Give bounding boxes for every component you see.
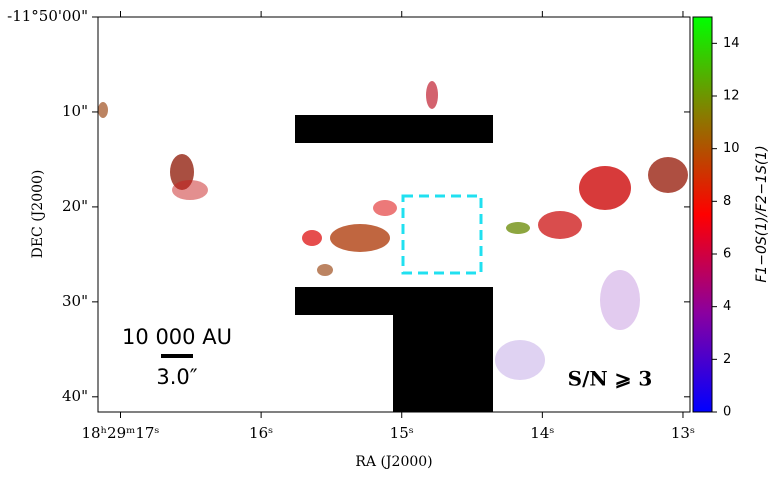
y-tick-label: 20" <box>62 197 88 215</box>
x-tick-label: 16ˢ <box>249 424 273 442</box>
colorbar-tick-label: 14 <box>723 36 740 51</box>
emission <box>98 81 688 380</box>
colorbar-tick-label: 10 <box>723 141 740 156</box>
mask <box>295 115 493 412</box>
colorbar-tick-label: 4 <box>723 299 731 314</box>
region-box <box>401 194 483 275</box>
y-axis-label: DEC (J2000) <box>30 170 46 259</box>
colorbar-label: F1−0S(1)/F2−1S(1) <box>754 145 770 282</box>
x-tick-label: 15ˢ <box>390 424 414 442</box>
scale-angle: 3.0″ <box>156 365 197 389</box>
colorbar <box>692 16 713 413</box>
x-tick-label: 18ʰ29ᵐ17ˢ <box>81 424 159 442</box>
y-tick-label: 40" <box>62 387 88 405</box>
colorbar-tick-label: 6 <box>723 247 731 262</box>
x-tick-label: 14ˢ <box>530 424 554 442</box>
colorbar-tick-label: 8 <box>723 194 731 209</box>
y-tick-label: 30" <box>62 292 88 310</box>
colorbar-tick-label: 0 <box>723 405 731 420</box>
x-tick-label: 13ˢ <box>671 424 695 442</box>
scale-length: 10 000 AU <box>122 325 232 349</box>
y-tick-label: 10" <box>62 102 88 120</box>
x-axis-label: RA (J2000) <box>355 454 432 470</box>
plot-frame <box>97 16 691 413</box>
colorbar-tick-label: 2 <box>723 352 731 367</box>
colorbar-tick-label: 12 <box>723 89 740 104</box>
y-tick-label: -11°50'00" <box>7 7 88 25</box>
annotation: S/N ⩾ 3 <box>568 367 653 391</box>
